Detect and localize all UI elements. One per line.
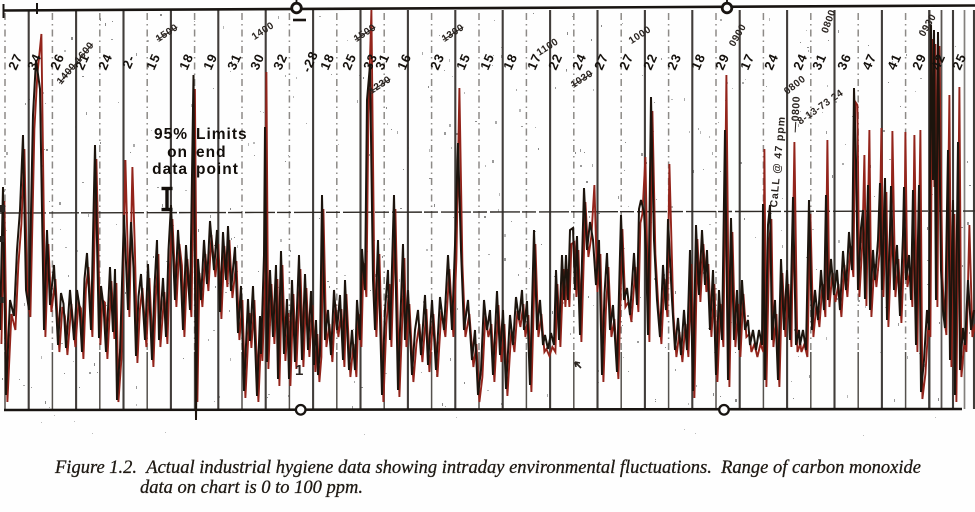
- svg-text:1: 1: [295, 362, 303, 379]
